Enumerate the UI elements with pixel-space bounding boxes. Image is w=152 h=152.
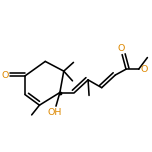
Text: O: O bbox=[140, 65, 147, 74]
Text: O: O bbox=[117, 44, 125, 53]
Text: O: O bbox=[1, 71, 9, 81]
Text: OH: OH bbox=[48, 108, 62, 117]
